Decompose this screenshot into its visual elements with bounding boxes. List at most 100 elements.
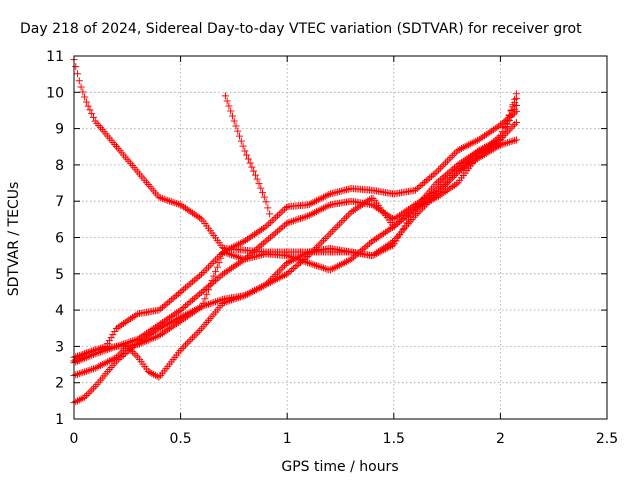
data-point [456,160,464,168]
data-point [335,261,343,269]
data-point [390,222,398,230]
data-point [189,296,197,304]
data-point [204,263,212,271]
data-point [364,241,372,249]
data-point [181,284,189,292]
data-point [461,143,469,151]
data-point [150,334,158,342]
data-point [374,233,382,241]
data-point [378,231,386,239]
data-point [249,287,257,295]
y-tick-label: 9 [55,122,64,138]
data-point [167,296,175,304]
data-point [442,187,450,195]
data-point [84,348,92,356]
data-point [82,391,90,399]
data-point [268,232,276,240]
data-point [264,204,272,212]
data-point [158,303,166,311]
data-point [256,227,264,235]
data-point [458,144,466,152]
data-point [512,118,520,126]
data-point [263,236,271,244]
data-point [309,209,317,217]
data-point [360,199,368,207]
data-point [160,302,168,310]
data-point [196,304,204,312]
data-point [196,327,204,335]
data-point [305,211,313,219]
data-point [440,182,448,190]
data-point [498,133,506,141]
data-point [86,366,94,374]
data-point [162,327,170,335]
data-point [155,332,163,340]
data-point [143,337,151,345]
data-point [176,306,184,314]
data-point [461,162,469,170]
data-point [166,197,174,205]
data-point [189,278,197,286]
data-point [358,200,366,208]
data-point [419,180,427,188]
data-point [489,143,497,151]
x-tick-label: 0 [70,431,79,447]
data-point [192,211,200,219]
data-point [420,178,428,186]
data-point [258,283,266,291]
data-point [180,203,188,211]
data-point [197,270,205,278]
data-point [203,265,211,273]
data-point [194,273,202,281]
data-point [507,113,515,121]
data-point [227,251,235,259]
data-point [234,127,242,135]
data-point [284,219,292,227]
data-point [427,193,435,201]
data-point [79,394,87,402]
data-point [157,324,165,332]
data-point [258,226,266,234]
data-point [242,291,250,299]
data-point [511,95,519,103]
data-point [413,203,421,211]
data-point [403,212,411,220]
data-point [162,196,170,204]
data-point [509,137,517,145]
data-point [496,132,504,140]
data-point [479,133,487,141]
data-point [178,287,186,295]
data-point [265,235,273,243]
data-point [472,137,480,145]
data-point [304,201,312,209]
data-point [403,219,411,227]
data-point [158,329,166,337]
data-point [355,249,363,257]
data-point [442,171,450,179]
data-point [316,206,324,214]
data-point [255,180,263,188]
data-point [185,207,193,215]
data-point [286,268,294,276]
data-point [454,146,462,154]
data-point [250,230,258,238]
data-point [366,240,374,248]
data-point [273,269,281,277]
data-point [173,309,181,317]
data-point [295,256,303,264]
data-point [266,233,274,241]
data-point [389,214,397,222]
data-point [265,220,273,228]
data-point [157,305,165,313]
data-point [240,292,248,300]
data-point [153,332,161,340]
data-point [417,181,425,189]
data-point [491,142,499,150]
data-point [273,227,281,235]
data-point [438,174,446,182]
series-sat-f [70,90,520,361]
data-point [440,189,448,197]
data-point [88,365,96,373]
x-tick-label: 1.5 [383,431,405,447]
